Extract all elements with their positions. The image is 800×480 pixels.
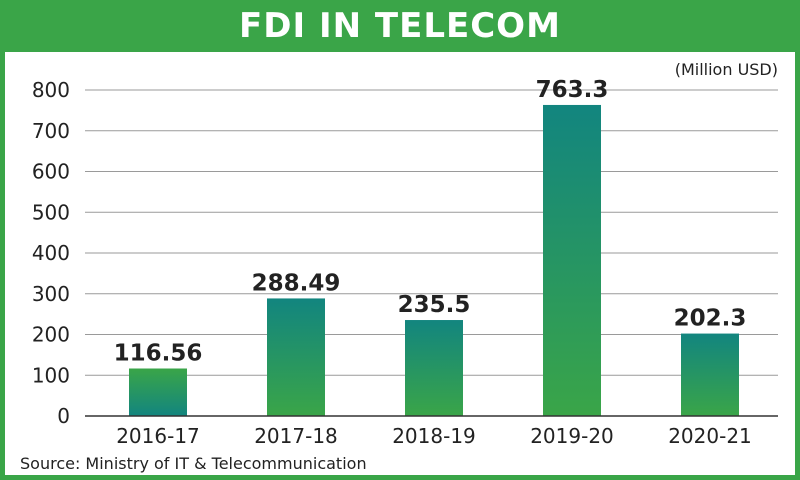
bar-2018-19 [405,320,463,416]
y-tick-label: 100 [32,363,70,387]
y-tick-label: 0 [57,404,70,428]
value-label: 235.5 [398,292,471,318]
value-labels: 116.56 288.49 235.5 763.3 202.3 [114,77,747,367]
chart-title: FDI IN TELECOM [239,6,561,46]
y-axis-ticks: 0 100 200 300 400 500 600 700 800 [32,78,70,428]
y-tick-label: 800 [32,78,70,102]
value-label: 202.3 [674,306,747,332]
x-tick-label: 2017-18 [254,424,338,448]
source-note: Source: Ministry of IT & Telecommunicati… [20,454,367,473]
bar-2020-21 [681,333,739,416]
x-tick-label: 2019-20 [530,424,614,448]
x-tick-label: 2018-19 [392,424,476,448]
x-tick-label: 2016-17 [116,424,200,448]
title-banner: FDI IN TELECOM [0,0,800,52]
x-tick-label: 2020-21 [668,424,752,448]
bar-2016-17 [129,368,187,416]
y-tick-label: 400 [32,241,70,265]
y-tick-label: 600 [32,160,70,184]
bar-2019-20 [543,104,601,416]
bar-2017-18 [267,298,325,416]
value-label: 763.3 [536,77,609,103]
value-label: 116.56 [114,341,203,367]
y-tick-label: 300 [32,282,70,306]
unit-label: (Million USD) [674,60,778,79]
x-axis-ticks: 2016-17 2017-18 2018-19 2019-20 2020-21 [116,424,752,448]
bars [129,104,739,416]
y-tick-label: 700 [32,119,70,143]
y-tick-label: 500 [32,200,70,224]
y-tick-label: 200 [32,323,70,347]
value-label: 288.49 [252,270,341,296]
